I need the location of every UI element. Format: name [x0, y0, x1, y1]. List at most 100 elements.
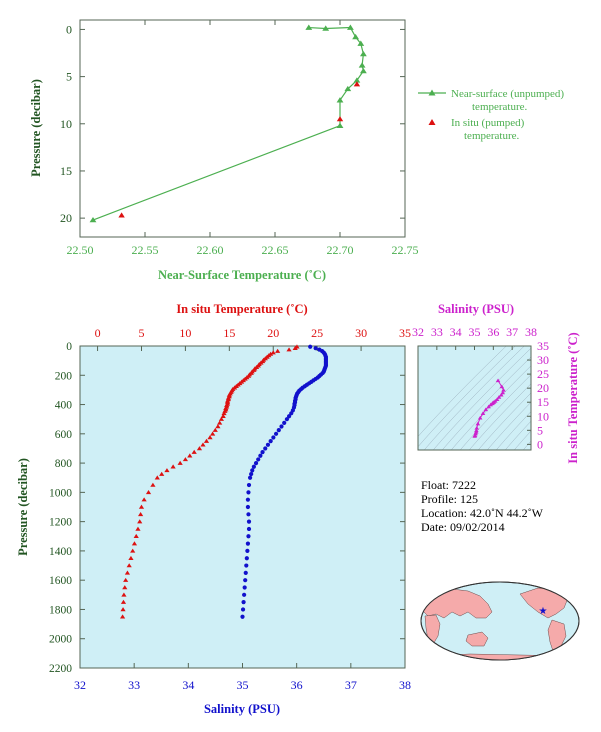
- salinity-point: [245, 504, 251, 510]
- salinity-point: [244, 563, 249, 568]
- salinity-tick-label: 37: [345, 678, 357, 692]
- pressure-tick-label: 1600: [49, 575, 72, 587]
- salinity-point: [250, 468, 255, 473]
- salinity-point: [313, 346, 318, 351]
- salinity-point: [284, 417, 290, 422]
- map-land-antarctica: [429, 653, 571, 660]
- ts-series: [472, 378, 506, 438]
- temperature-point: [131, 541, 138, 546]
- ts-point: [472, 434, 477, 438]
- salinity-point: [276, 428, 281, 433]
- density-contour: [432, 347, 531, 450]
- y-tick-label: 0: [66, 22, 72, 36]
- ts-right-axis-label: In situ Temperature (˚C): [566, 332, 580, 463]
- y-tick-label: 5: [66, 70, 72, 84]
- profile-top-axis-label: In situ Temperature (˚C): [176, 302, 307, 316]
- pressure-tick-label: 1800: [49, 604, 72, 616]
- salinity-point: [260, 450, 265, 455]
- salinity-point: [268, 439, 273, 444]
- temperature-point: [120, 599, 127, 604]
- ts-x-tick-label: 36: [487, 325, 499, 339]
- ts-point: [501, 388, 506, 392]
- temp-tick-label: 15: [223, 326, 235, 340]
- salinity-point: [246, 519, 252, 524]
- temperature-point: [215, 424, 221, 429]
- salinity-tick-label: 35: [237, 678, 249, 692]
- profile-date: Date: 09/02/2014: [421, 520, 505, 534]
- salinity-tick-label: 38: [399, 678, 411, 692]
- salinity-tick-label: 33: [128, 678, 140, 692]
- near-surface-point: [360, 50, 367, 57]
- ts-point: [475, 421, 481, 426]
- salinity-tick-label: 36: [291, 678, 303, 692]
- temperature-point: [138, 504, 145, 509]
- density-contour: [418, 346, 516, 448]
- ts-x-tick-label: 32: [412, 325, 424, 339]
- salinity-point: [308, 344, 313, 349]
- salinity-point: [253, 460, 259, 466]
- ts-density-contours: [418, 346, 531, 450]
- temperature-point: [123, 577, 129, 582]
- float-location-star-icon: ★: [539, 606, 548, 617]
- ts-x-tick-label: 38: [525, 325, 537, 339]
- y-tick-label: 15: [60, 164, 72, 178]
- density-contour: [441, 356, 531, 450]
- temperature-point: [212, 427, 218, 432]
- near-surface-chart: 22.50 22.55 22.60 22.65 22.70 22.75 05101520 …: [29, 19, 564, 282]
- salinity-point: [246, 482, 252, 488]
- temperature-point: [133, 533, 139, 539]
- map-land-australia: [465, 631, 489, 647]
- salinity-point: [245, 548, 250, 554]
- profile-bottom-axis-label: Salinity (PSU): [204, 702, 280, 716]
- near-surface-x-axis-label: Near-Surface Temperature (˚C): [158, 268, 326, 282]
- density-contour: [486, 401, 531, 450]
- pressure-tick-label: 800: [55, 458, 73, 470]
- salinity-point: [243, 570, 248, 575]
- ts-point: [496, 395, 502, 399]
- temperature-point: [128, 555, 134, 560]
- temp-tick-label: 35: [399, 326, 411, 340]
- ts-y-tick-label: 15: [537, 395, 549, 409]
- pressure-tick-label: 600: [55, 429, 73, 441]
- salinity-point: [256, 457, 261, 462]
- salinity-point: [279, 424, 284, 429]
- in-situ-point: [118, 212, 125, 218]
- near-surface-point: [89, 216, 97, 223]
- temperature-point: [122, 585, 128, 590]
- temp-tick-label: 5: [138, 326, 144, 340]
- temperature-point: [187, 453, 193, 458]
- density-contour: [418, 346, 507, 437]
- ts-x-tick-label: 37: [506, 325, 518, 339]
- pressure-tick-label: 1200: [49, 517, 72, 529]
- near-surface-point: [360, 67, 367, 74]
- salinity-point: [240, 614, 245, 619]
- ts-point: [500, 390, 506, 395]
- salinity-point: [245, 497, 251, 502]
- legend-label-near-surface-1: Near-surface (unpumped): [451, 88, 564, 100]
- temp-tick-label: 0: [95, 326, 101, 340]
- temperature-point: [200, 442, 206, 447]
- temperature-point: [207, 435, 213, 440]
- temperature-point: [217, 420, 223, 425]
- salinity-tick-label: 34: [182, 678, 194, 692]
- ts-point: [480, 411, 486, 416]
- salinity-point: [247, 475, 253, 480]
- salinity-tick-label: 32: [74, 678, 86, 692]
- legend-triangle-icon-in-situ: [428, 119, 436, 125]
- density-contour: [513, 430, 531, 450]
- temperature-point: [154, 475, 160, 480]
- temperature-point: [221, 410, 227, 416]
- salinity-point: [258, 453, 263, 458]
- pressure-tick-label: 2200: [49, 663, 72, 675]
- salinity-point: [271, 435, 276, 440]
- temperature-point: [218, 416, 225, 421]
- salinity-point: [263, 446, 268, 451]
- density-contour: [468, 383, 531, 450]
- salinity-point: [282, 420, 287, 425]
- ts-y-tick-label: 0: [537, 437, 543, 451]
- temperature-point: [159, 471, 165, 476]
- salinity-point: [241, 600, 246, 605]
- profile-number: Profile: 125: [421, 492, 478, 506]
- salinity-point: [246, 526, 252, 532]
- temperature-point: [121, 592, 127, 597]
